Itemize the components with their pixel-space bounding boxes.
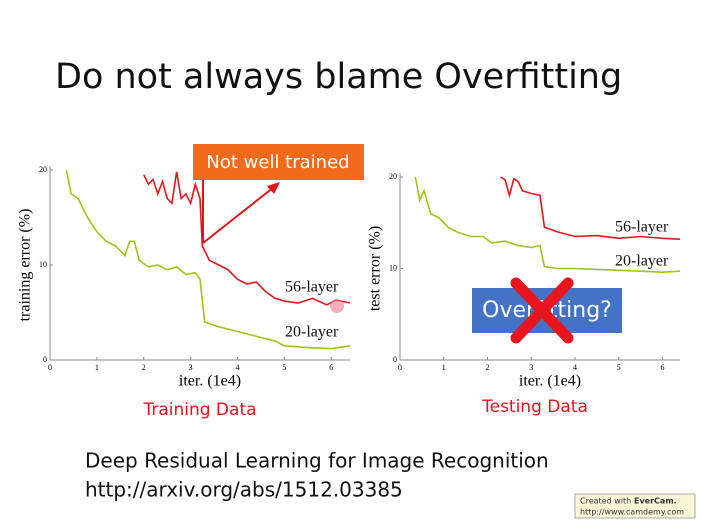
chart-caption: Training Data	[142, 400, 256, 420]
y-tick-label: 20	[39, 165, 47, 174]
x-tick-label: 4	[236, 363, 240, 372]
watermark-brand: EverCam.	[634, 497, 677, 506]
slide-title: Do not always blame Overfitting	[55, 57, 622, 97]
x-tick-label: 5	[282, 363, 286, 372]
series-label: 20-layer	[615, 253, 669, 270]
cursor-highlight	[330, 299, 344, 313]
x-tick-label: 4	[573, 363, 577, 372]
annotation: Not well trained	[206, 152, 349, 173]
x-tick-label: 6	[329, 363, 333, 372]
x-axis-label: iter. (1e4)	[519, 373, 581, 390]
series-line	[414, 176, 681, 274]
reference-url: http://arxiv.org/abs/1512.03385	[85, 478, 403, 502]
reference-title: Deep Residual Learning for Image Recogni…	[85, 449, 549, 473]
x-tick-label: 6	[661, 363, 665, 372]
y-tick-label: 0	[43, 355, 47, 364]
x-tick-label: 1	[442, 363, 446, 372]
y-tick-label: 10	[39, 260, 47, 269]
arrow-head	[267, 182, 280, 194]
y-axis-label: training error (%)	[17, 209, 34, 322]
annotation-box	[193, 144, 364, 180]
x-axis-label: iter. (1e4)	[179, 373, 241, 390]
x-tick-label: 2	[486, 363, 490, 372]
watermark-box	[574, 493, 696, 519]
x-tick-label: 3	[189, 363, 193, 372]
cross-mark	[510, 277, 574, 344]
y-tick-label: 20	[389, 172, 397, 181]
y-tick-label: 0	[393, 355, 397, 364]
series-label: 56-layer	[615, 219, 669, 236]
x-tick-label: 0	[48, 363, 52, 372]
chart-caption: Testing Data	[481, 397, 588, 417]
x-tick-label: 2	[142, 363, 146, 372]
series-label: 20-layer	[285, 324, 339, 341]
y-axis-label: test error (%)	[367, 226, 384, 311]
series-line	[65, 169, 351, 350]
watermark-prefix: Created with	[580, 497, 631, 506]
x-tick-label: 1	[95, 363, 99, 372]
series-line	[500, 176, 681, 240]
y-tick-label: 10	[389, 263, 397, 272]
x-tick-label: 0	[398, 363, 402, 372]
x-tick-label: 5	[617, 363, 621, 372]
annotation-arrow	[202, 186, 275, 244]
series-line	[143, 171, 351, 306]
series-label: 56-layer	[285, 279, 339, 296]
watermark-url: http://www.camdemy.com	[580, 508, 684, 517]
x-tick-label: 3	[529, 363, 533, 372]
